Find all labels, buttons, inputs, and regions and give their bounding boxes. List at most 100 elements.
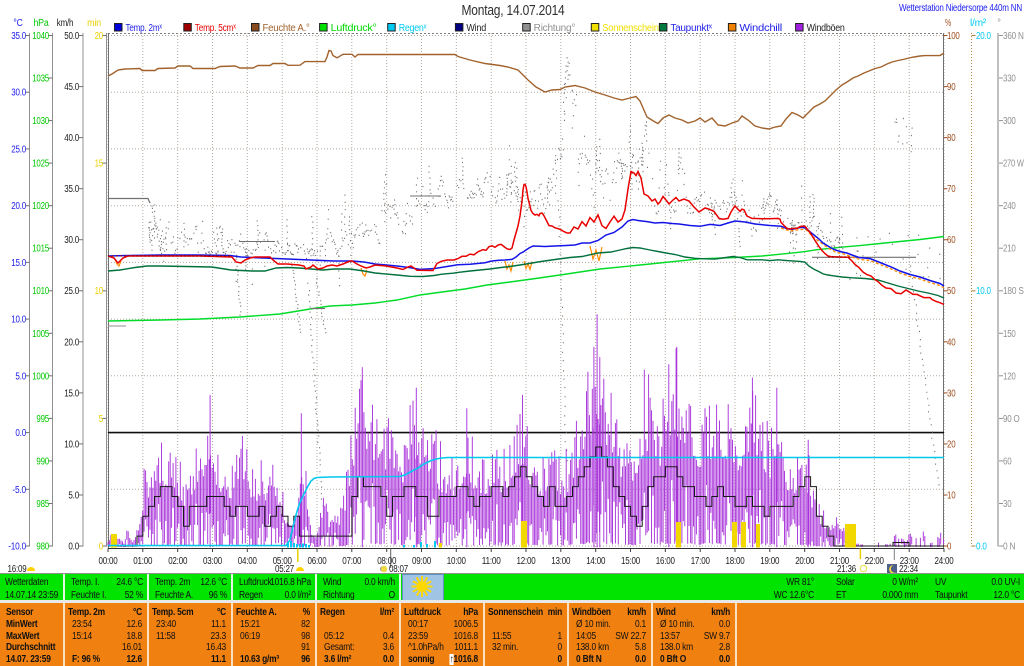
svg-text:20.0: 20.0 — [11, 201, 26, 212]
svg-text:20:00: 20:00 — [795, 556, 815, 567]
svg-text:20: 20 — [95, 31, 104, 42]
svg-text:Wetterstation Niedersorpe 440m: Wetterstation Niedersorpe 440m NN — [899, 2, 1022, 14]
svg-text:5: 5 — [99, 414, 104, 425]
svg-text:30.0: 30.0 — [11, 88, 26, 99]
svg-text:18:00: 18:00 — [726, 556, 746, 567]
svg-text:10: 10 — [95, 286, 104, 297]
svg-text:03:00: 03:00 — [203, 556, 223, 567]
svg-text:00:00: 00:00 — [99, 556, 119, 567]
svg-text:13:00: 13:00 — [551, 556, 571, 567]
svg-text:25.0: 25.0 — [11, 144, 26, 155]
svg-text:1015: 1015 — [32, 244, 49, 255]
svg-text:0.0: 0.0 — [68, 542, 79, 553]
svg-text:-5.0: -5.0 — [12, 485, 26, 496]
svg-text:Sonnenschein: Sonnenschein — [602, 23, 658, 34]
svg-text:°C: °C — [13, 18, 22, 29]
svg-text:980: 980 — [36, 542, 49, 553]
svg-text:90: 90 — [947, 82, 956, 93]
svg-text:10.0: 10.0 — [976, 286, 991, 297]
svg-text:17:00: 17:00 — [691, 556, 711, 567]
svg-text:80: 80 — [947, 133, 956, 144]
svg-text:60: 60 — [947, 235, 956, 246]
svg-text:1040: 1040 — [32, 31, 49, 42]
svg-text:23:00: 23:00 — [900, 556, 920, 567]
svg-text:985: 985 — [36, 499, 49, 510]
svg-text:30: 30 — [947, 388, 956, 399]
svg-text:0.0: 0.0 — [976, 542, 987, 553]
svg-text:1020: 1020 — [32, 201, 49, 212]
svg-text:995: 995 — [36, 414, 49, 425]
svg-text:50: 50 — [947, 286, 956, 297]
svg-text:1025: 1025 — [32, 159, 49, 170]
svg-text:05:27: 05:27 — [275, 564, 295, 575]
svg-text:14:00: 14:00 — [586, 556, 606, 567]
svg-text:24:00: 24:00 — [935, 556, 955, 567]
svg-text:Windböen: Windböen — [807, 23, 845, 34]
svg-text:06:00: 06:00 — [308, 556, 328, 567]
svg-text:35.0: 35.0 — [11, 31, 26, 42]
svg-text:02:00: 02:00 — [168, 556, 188, 567]
svg-text:12:00: 12:00 — [517, 556, 537, 567]
svg-text:240: 240 — [1003, 201, 1016, 212]
svg-text:0: 0 — [99, 542, 104, 553]
svg-text:km/h: km/h — [57, 18, 73, 29]
svg-text:70: 70 — [947, 184, 956, 195]
svg-text:08:00: 08:00 — [377, 556, 397, 567]
svg-text:20.0: 20.0 — [64, 337, 79, 348]
svg-text:15.0: 15.0 — [64, 388, 79, 399]
svg-text:05:00: 05:00 — [273, 556, 293, 567]
svg-text:360 N: 360 N — [1003, 31, 1024, 42]
svg-text:1030: 1030 — [32, 116, 49, 127]
svg-text:120: 120 — [1003, 371, 1016, 382]
svg-text:01:00: 01:00 — [133, 556, 153, 567]
svg-text:270 W: 270 W — [1003, 159, 1024, 170]
svg-text:16:09: 16:09 — [8, 564, 28, 575]
svg-text:Luftdruck°: Luftdruck° — [331, 23, 377, 34]
svg-text:35.0: 35.0 — [64, 184, 79, 195]
svg-text:min: min — [87, 18, 101, 29]
svg-text:40.0: 40.0 — [64, 133, 79, 144]
svg-text:10:00: 10:00 — [447, 556, 467, 567]
svg-text:04:00: 04:00 — [238, 556, 258, 567]
svg-text:330: 330 — [1003, 74, 1016, 85]
svg-text:22:00: 22:00 — [865, 556, 885, 567]
svg-text:-10.0: -10.0 — [8, 542, 26, 553]
svg-text:10: 10 — [947, 491, 956, 502]
svg-text:11:00: 11:00 — [482, 556, 502, 567]
svg-text:5.0: 5.0 — [15, 371, 26, 382]
svg-text:45.0: 45.0 — [64, 82, 79, 93]
svg-text:1010: 1010 — [32, 286, 49, 297]
svg-text:990: 990 — [36, 456, 49, 467]
svg-text:210: 210 — [1003, 244, 1016, 255]
svg-text:16:00: 16:00 — [656, 556, 676, 567]
svg-text:15: 15 — [95, 159, 104, 170]
svg-text:90 O: 90 O — [1003, 414, 1020, 425]
svg-text:30.0: 30.0 — [64, 235, 79, 246]
svg-text:Temp. 5cmˣ: Temp. 5cmˣ — [195, 23, 237, 34]
svg-text:Regenˣ: Regenˣ — [399, 23, 427, 34]
svg-text:22:34: 22:34 — [899, 564, 919, 575]
svg-text:150: 150 — [1003, 329, 1016, 340]
svg-text:25.0: 25.0 — [64, 286, 79, 297]
svg-text:0.0: 0.0 — [15, 428, 26, 439]
svg-text:l/m²: l/m² — [970, 18, 987, 29]
svg-text:1000: 1000 — [32, 371, 49, 382]
svg-text:Taupunktˣ: Taupunktˣ — [670, 23, 712, 34]
svg-text:60: 60 — [1003, 456, 1012, 467]
svg-text:Windchill: Windchill — [739, 23, 782, 34]
svg-text:10.0: 10.0 — [11, 315, 26, 326]
svg-text:15:00: 15:00 — [621, 556, 641, 567]
svg-text:10.0: 10.0 — [64, 439, 79, 450]
svg-text:20.0: 20.0 — [976, 31, 991, 42]
svg-text:Feuchte A.°: Feuchte A.° — [263, 23, 310, 34]
svg-text:°: ° — [997, 18, 1001, 29]
svg-text:50.0: 50.0 — [64, 31, 79, 42]
svg-text:Wind: Wind — [466, 23, 486, 34]
svg-text:1005: 1005 — [32, 329, 49, 340]
svg-text:100: 100 — [947, 31, 960, 42]
svg-text:30: 30 — [1003, 499, 1012, 510]
svg-text:07:00: 07:00 — [342, 556, 362, 567]
svg-text:5.0: 5.0 — [68, 491, 79, 502]
svg-text:0: 0 — [947, 542, 952, 553]
svg-text:20: 20 — [947, 439, 956, 450]
